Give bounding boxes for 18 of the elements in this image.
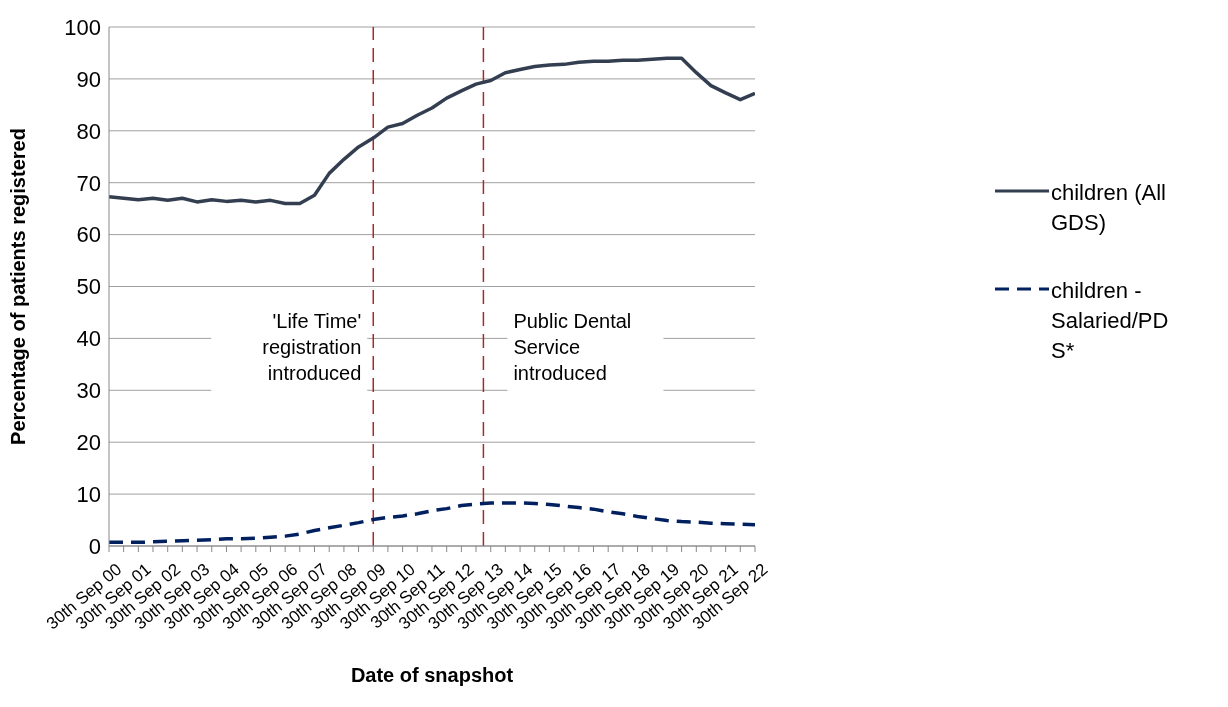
ref-line-label: Public Dental Service introduced	[513, 310, 632, 385]
y-tick-label: 40	[76, 326, 101, 352]
line-series	[109, 56, 755, 206]
y-tick-label: 0	[88, 533, 101, 559]
y-tick-label: 100	[64, 14, 101, 40]
y-axis-title: Percentage of patients registered	[7, 128, 30, 445]
legend-label: children - Salaried/PDS*	[1051, 277, 1170, 365]
ref-line-label: 'Life Time' registration introduced	[262, 310, 362, 385]
legend-label: children (All GDS)	[1051, 179, 1167, 237]
x-axis-title: Date of snapshot	[350, 664, 514, 686]
y-tick-label: 70	[76, 170, 101, 196]
y-tick-label: 30	[76, 378, 101, 404]
y-tick-label: 60	[76, 222, 101, 248]
y-tick-label: 80	[76, 118, 101, 144]
y-tick-label: 10	[76, 481, 101, 507]
y-tick-label: 90	[76, 66, 101, 92]
y-tick-label: 20	[76, 430, 101, 456]
y-tick-label: 50	[76, 274, 101, 300]
